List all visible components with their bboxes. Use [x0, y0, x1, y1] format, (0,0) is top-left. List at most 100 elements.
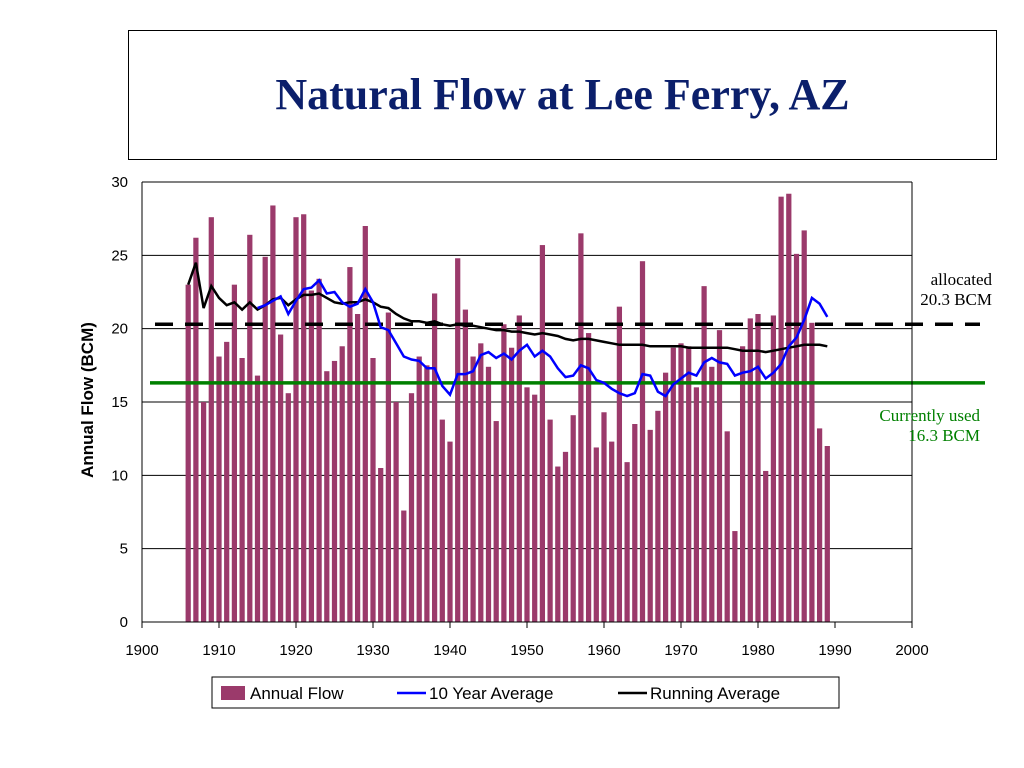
bar	[701, 286, 707, 622]
bar	[508, 347, 515, 622]
bar	[485, 366, 492, 622]
bar	[578, 233, 584, 623]
bar	[362, 226, 368, 622]
bar	[470, 356, 476, 622]
bar	[200, 402, 207, 622]
allocated-annotation: allocated 20.3 BCM	[920, 270, 992, 310]
x-tick-label: 1940	[433, 642, 466, 659]
bar	[609, 441, 615, 622]
reference-lines	[150, 322, 985, 385]
axes: 0 5 10 15 20 25 30 1900 1910 1920 1930 1940 1950 1960…	[78, 174, 929, 659]
running-average-line	[187, 262, 828, 354]
bars	[185, 193, 830, 623]
bar	[532, 394, 538, 622]
used-annotation-line1: Currently used	[879, 406, 980, 425]
bar	[693, 387, 700, 622]
bar	[216, 356, 222, 622]
x-tick-label: 1990	[818, 642, 851, 659]
allocated-annotation-line1: allocated	[930, 270, 992, 289]
used-annotation: Currently used 16.3 BCM	[879, 406, 980, 446]
bar	[632, 424, 638, 622]
bar	[185, 284, 191, 622]
legend-label: Annual Flow	[250, 684, 344, 703]
x-tick-label: 1980	[741, 642, 774, 659]
bar	[655, 410, 661, 622]
bar	[193, 237, 199, 622]
legend-label: Running Average	[650, 684, 780, 703]
bar	[393, 402, 399, 622]
allocated-annotation-line2: 20.3 BCM	[920, 290, 992, 309]
y-tick-label: 0	[120, 614, 128, 631]
bar	[478, 343, 484, 622]
bar	[408, 393, 415, 622]
bar	[539, 245, 546, 623]
x-tick-label: 2000	[895, 642, 928, 659]
bar	[285, 393, 291, 622]
used-annotation-line2: 16.3 BCM	[908, 426, 980, 445]
bar	[793, 253, 800, 622]
bar	[801, 230, 807, 622]
y-tick-label: 10	[111, 467, 128, 484]
bar	[624, 462, 630, 622]
bar	[585, 333, 592, 622]
title-box: Natural Flow at Lee Ferry, AZ	[128, 30, 997, 160]
bar	[755, 314, 761, 622]
bar	[709, 366, 715, 622]
bar	[416, 356, 422, 622]
bar	[378, 468, 384, 622]
bar	[824, 446, 830, 622]
bar	[724, 431, 730, 622]
bar	[816, 428, 823, 622]
legend-box	[211, 676, 840, 709]
bar	[570, 415, 576, 622]
bar	[686, 346, 692, 622]
bar	[270, 205, 276, 622]
bar	[224, 341, 230, 622]
bar	[339, 346, 345, 622]
y-tick-label: 25	[111, 247, 128, 264]
bar	[562, 451, 569, 622]
bar	[739, 346, 746, 622]
bar	[639, 261, 646, 622]
bar	[662, 372, 669, 622]
bar	[678, 343, 684, 622]
x-tick-label: 1920	[279, 642, 312, 659]
bar	[786, 193, 792, 622]
bar	[778, 196, 784, 622]
bar	[732, 531, 738, 622]
y-tick-label: 15	[111, 394, 128, 411]
bar	[809, 322, 815, 622]
bar	[301, 214, 307, 622]
bar	[462, 309, 469, 622]
bar	[747, 318, 753, 622]
bar	[277, 334, 284, 622]
bar	[208, 217, 214, 622]
bar	[331, 360, 338, 622]
bar	[501, 324, 507, 622]
x-tick-label: 1910	[202, 642, 235, 659]
bar	[516, 315, 522, 622]
legend-label: 10 Year Average	[429, 684, 553, 703]
bar	[447, 441, 453, 622]
x-tick-label: 1970	[664, 642, 697, 659]
bar	[316, 278, 322, 622]
series-lines	[187, 262, 829, 398]
y-tick-label: 5	[120, 541, 128, 558]
bar	[431, 293, 438, 622]
bar	[239, 358, 245, 622]
y-axis-label: Annual Flow (BCM)	[78, 322, 97, 478]
bar	[231, 284, 238, 622]
chart-title: Natural Flow at Lee Ferry, AZ	[275, 70, 850, 119]
bar	[670, 347, 676, 622]
bar	[424, 365, 430, 622]
bar	[555, 466, 561, 622]
bar	[547, 419, 553, 622]
bar	[370, 358, 376, 622]
x-tick-label: 1960	[587, 642, 620, 659]
bar	[308, 290, 315, 622]
bar	[763, 470, 769, 622]
bar	[455, 258, 461, 622]
x-tick-label: 1950	[510, 642, 543, 659]
bar	[601, 412, 607, 622]
bar	[647, 429, 653, 622]
